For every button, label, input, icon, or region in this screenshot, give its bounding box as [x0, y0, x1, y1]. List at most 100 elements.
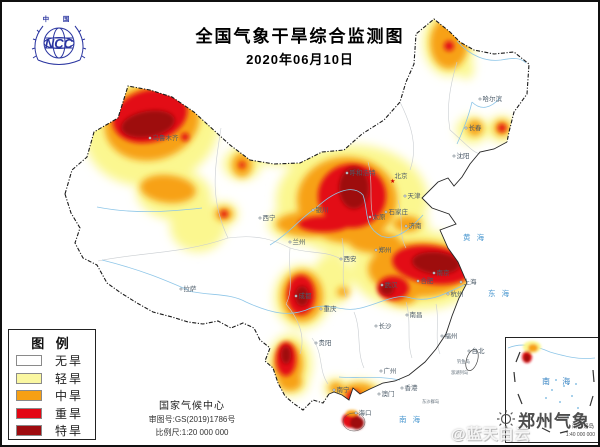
svg-text:南京: 南京 [437, 268, 451, 277]
city-marker: 合肥 [416, 276, 435, 285]
inset-sea-label: 南 海 [542, 377, 576, 386]
city-marker: 郑州 [374, 246, 392, 254]
island-label: 钓鱼岛 [457, 358, 470, 365]
weibo-icon [435, 428, 448, 440]
inset-islands [545, 379, 585, 423]
rivers [96, 40, 527, 381]
svg-text:武汉: 武汉 [385, 280, 399, 289]
legend-item: 轻旱 [9, 370, 95, 388]
inset-map [507, 341, 596, 434]
nine-dash-line [513, 351, 595, 434]
svg-text:银川: 银川 [316, 205, 329, 214]
map-scale: 比例尺:1:20 000 000 [155, 428, 229, 437]
svg-text:济南: 济南 [409, 221, 423, 230]
svg-text:台北: 台北 [472, 346, 486, 355]
city-marker: 天津 [403, 192, 421, 200]
svg-text:贵阳: 贵阳 [319, 338, 332, 347]
legend-label: 无旱 [55, 354, 84, 369]
svg-text:合肥: 合肥 [421, 276, 435, 285]
city-marker: 福州 [440, 331, 458, 340]
legend-item: 重旱 [9, 405, 95, 423]
map-credits: 国家气候中心 审图号:GS(2019)1786号 比例尺:1:20 000 00… [122, 397, 262, 438]
city-marker: 拉萨 [179, 284, 198, 293]
svg-text:澳门: 澳门 [382, 389, 395, 398]
island-label: 东沙群岛 [422, 398, 439, 405]
sun-icon [497, 409, 515, 428]
logo-ncc-text: NCC [45, 36, 74, 51]
svg-text:杭州: 杭州 [451, 289, 464, 298]
legend-label: 特旱 [55, 424, 84, 439]
city-marker: 广州 [379, 366, 397, 375]
city-marker: 太原 [368, 212, 387, 221]
map-date: 2020年06月10日 [246, 52, 354, 67]
svg-text:上海: 上海 [464, 277, 478, 286]
inset-islands-label: 南海诸岛 [571, 424, 594, 430]
city-marker: 呼和浩特 [345, 168, 376, 177]
svg-text:哈尔滨: 哈尔滨 [483, 94, 503, 103]
svg-text:拉萨: 拉萨 [184, 284, 198, 293]
city-marker: ★北京 [390, 171, 408, 185]
weibo-handle: @蓝天白云 [451, 426, 531, 443]
city-marker: 香港 [400, 383, 418, 392]
legend-item: 中旱 [9, 387, 95, 405]
svg-text:成都: 成都 [299, 291, 313, 300]
legend-item: 特旱 [9, 422, 95, 440]
svg-text:北京: 北京 [395, 171, 409, 180]
sea-label: 东 海 [488, 288, 511, 298]
city-marker: 石家庄 [384, 207, 409, 216]
inset-scale-label: 1:40 000 000 [565, 432, 595, 438]
sea-label: 南 海 [399, 414, 422, 424]
svg-text:兰州: 兰州 [293, 237, 306, 246]
city-marker: 海口 [354, 408, 372, 417]
hainan-island [342, 410, 364, 430]
weibo-watermark: @蓝天白云 [434, 423, 531, 444]
city-marker: 南京 [432, 268, 451, 277]
legend-label: 重旱 [55, 406, 84, 421]
city-marker: 上海 [459, 277, 478, 286]
national-border [64, 18, 530, 432]
legend-label: 轻旱 [55, 371, 84, 386]
approval-number: 审图号:GS(2019)1786号 [148, 415, 236, 424]
city-marker: 兰州 [288, 237, 306, 246]
city-marker: 贵阳 [314, 338, 332, 347]
agency-name: 国家气候中心 [159, 401, 225, 412]
city-marker: 武汉 [380, 280, 399, 289]
sea-label: 黄 海 [463, 232, 486, 242]
drought-layer-extreme [121, 110, 460, 364]
legend-label: 中旱 [55, 389, 84, 404]
legend-swatch [16, 390, 42, 402]
city-marker: 哈尔滨 [478, 94, 503, 103]
city-marker: 长沙 [374, 321, 392, 330]
city-marker: 台北 [467, 346, 486, 355]
svg-text:长春: 长春 [469, 123, 483, 132]
legend-swatch [16, 407, 42, 419]
svg-text:沈阳: 沈阳 [457, 151, 470, 160]
svg-text:西安: 西安 [344, 254, 358, 263]
svg-text:广州: 广州 [384, 366, 397, 375]
city-marker: 澳门 [377, 389, 395, 398]
legend-swatch [16, 425, 42, 437]
taiwan-island [465, 349, 479, 371]
svg-text:海口: 海口 [359, 408, 372, 417]
station-name: 郑州气象 [518, 412, 590, 431]
legend-title: 图 例 [31, 336, 73, 351]
svg-text:南昌: 南昌 [410, 310, 423, 319]
legend-swatch [16, 355, 42, 367]
svg-text:西宁: 西宁 [263, 213, 277, 222]
logo-top-text: 中 国 [43, 14, 76, 23]
island-label: 澎湖列岛 [451, 369, 468, 376]
svg-text:南宁: 南宁 [337, 385, 351, 394]
legend-rows: 无旱轻旱中旱重旱特旱 [9, 352, 95, 440]
zhengzhou-weather-watermark: 郑州气象 [494, 407, 590, 432]
city-marker: 成都 [294, 291, 313, 300]
svg-text:福州: 福州 [445, 331, 458, 340]
city-marker: 西安 [339, 254, 358, 263]
legend-item: 无旱 [9, 352, 95, 370]
svg-text:太原: 太原 [373, 212, 387, 221]
svg-text:★: ★ [390, 178, 395, 185]
city-marker: 济南 [404, 221, 423, 230]
province-borders [97, 61, 481, 385]
page-title: 全国气象干旱综合监测图 [195, 27, 405, 46]
